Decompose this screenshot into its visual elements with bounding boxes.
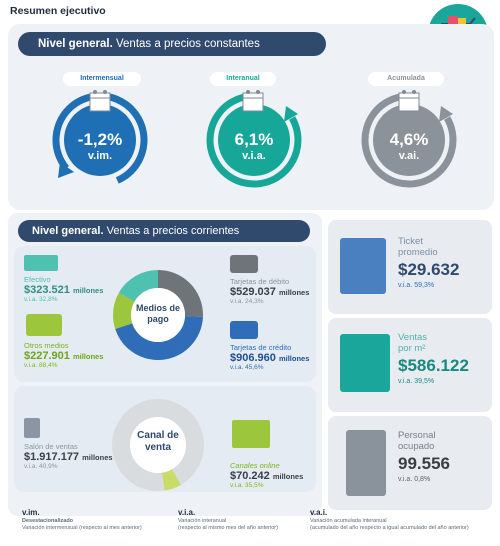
pill-interanual: Interanual (210, 72, 276, 86)
calendar-icon (88, 90, 112, 112)
gauge-intermensual: -1,2% v.im. (52, 92, 148, 188)
circular-arrow-icon (52, 92, 148, 188)
gauge-acumulada: 4,6% v.ai. (361, 92, 457, 188)
sales-channel-donut (112, 399, 204, 491)
credit-card-icon (230, 321, 258, 339)
workers-icon (346, 430, 386, 496)
gift-card-icon (26, 314, 62, 336)
personal-sub: v.i.a. 0,8% (398, 476, 431, 483)
efectivo-block: Efectivo $323.521 millones v.i.a. 32,8% (24, 275, 104, 303)
legend-via: v.i.a. Variación interanual (respecto al… (178, 508, 278, 532)
value-acumulada: 4,6% (389, 130, 429, 149)
ventas-m2-value: $586.122 (398, 356, 469, 375)
payment-methods-donut (113, 270, 203, 360)
storefront-icon (340, 334, 390, 392)
ticket-sub: v.i.a. 59,3% (398, 282, 435, 289)
value-intermensual: -1,2% (77, 130, 123, 149)
pill-intermensual: Intermensual (63, 72, 141, 86)
debit-card-icon (230, 255, 258, 273)
salon-block: Salón de ventas $1.917.177 millones v.i.… (24, 442, 113, 470)
otros-medios-block: Otros medios $227.901 millones v.i.a. 88… (24, 341, 104, 369)
current-prices-heading: Nivel general. Ventas a precios corrient… (18, 220, 310, 242)
payment-methods-label: Medios de pago (135, 303, 180, 324)
personal-card: Personal ocupado 99.556 v.i.a. 0,8% (328, 416, 492, 510)
constant-prices-heading: Nivel general. Ventas a precios constant… (18, 32, 326, 56)
ticket-card: Ticket promedio $29.632 v.i.a. 59,3% (328, 220, 492, 314)
circular-arrow-icon (361, 92, 457, 188)
online-block: Canales online $70.242 millones v.i.a. 3… (230, 461, 304, 489)
ticket-value: $29.632 (398, 260, 460, 279)
page-title: Resumen ejecutivo (10, 5, 106, 17)
circular-arrow-icon (206, 92, 302, 188)
unit-interanual: v.i.a. (242, 150, 266, 162)
computer-devices-icon (232, 420, 270, 448)
legend-vai: v.a.i. Variación acumulada interanual (a… (310, 508, 469, 532)
ticket-icon (340, 238, 386, 294)
credito-block: Tarjetas de crédito $906.960 millones v.… (230, 343, 310, 371)
ventas-m2-card: Ventas por m² $586.122 v.i.a. 39,5% (328, 318, 492, 412)
calendar-icon (397, 90, 421, 112)
value-interanual: 6,1% (234, 130, 274, 149)
personal-value: 99.556 (398, 454, 450, 473)
sales-channel-label: Canal de venta (137, 430, 179, 453)
unit-acumulada: v.ai. (398, 150, 420, 162)
calendar-icon (241, 90, 265, 112)
ventas-m2-sub: v.i.a. 39,5% (398, 378, 435, 385)
store-building-icon (24, 418, 40, 438)
gauge-interanual: 6,1% v.i.a. (206, 92, 302, 188)
pill-acumulada: Acumulada (368, 72, 444, 86)
legend-vim: v.im. Desestacionalizado Variación inter… (22, 508, 142, 532)
unit-intermensual: v.im. (87, 150, 113, 162)
debito-block: Tarjetas de débito $529.037 millones v.i… (230, 277, 310, 305)
cash-icon (24, 255, 58, 271)
